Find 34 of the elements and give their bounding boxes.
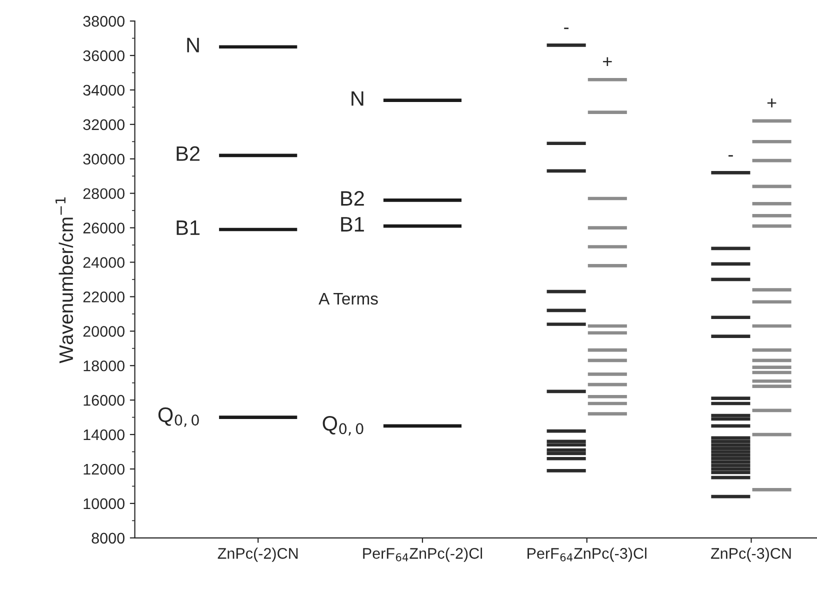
y-tick-label: 34000 — [83, 84, 124, 96]
x-tick-label: PerF$_{64}$ZnPc(-2)Cl — [363, 548, 482, 562]
y-tick-label: 18000 — [84, 360, 124, 372]
x-tick-label: ZnPc(-2)CN — [218, 548, 298, 562]
y-tick-label: 32000 — [83, 119, 124, 130]
x-tick-label: PerF$_{64}$ZnPc(-3)Cl — [528, 548, 646, 562]
annotation: - — [728, 155, 733, 157]
y-tick-label: 8000 — [92, 532, 124, 544]
annotation: B1 — [341, 217, 364, 232]
y-tick-label: 14000 — [84, 429, 124, 440]
annotation: A Terms — [318, 292, 378, 305]
annotation: N — [352, 91, 364, 106]
y-tick-label: 16000 — [84, 394, 124, 406]
annotation: B2 — [341, 191, 364, 206]
y-tick-label: 28000 — [83, 188, 124, 200]
y-tick-label: 12000 — [84, 464, 124, 475]
annotation: - — [564, 28, 569, 30]
x-tick-label: ZnPc(-3)CN — [710, 548, 791, 562]
annotation: + — [767, 98, 776, 108]
annotation: + — [603, 57, 612, 66]
y-tick-label: 26000 — [83, 222, 124, 234]
y-tick-label: 36000 — [83, 50, 124, 62]
annotation: B2 — [176, 146, 200, 161]
y-tick-label: 38000 — [83, 16, 124, 27]
annotation: N — [187, 38, 199, 52]
annotation: B1 — [176, 220, 200, 235]
annotation: Q$_{0,0}$ — [322, 416, 364, 436]
y-tick-label: 20000 — [83, 326, 124, 337]
annotation: Q$_{0,0}$ — [158, 407, 199, 428]
y-axis-title: Wavenumber/cm$^{−1}$ — [56, 197, 74, 364]
y-tick-label: 22000 — [83, 292, 124, 302]
y-tick-label: 30000 — [83, 154, 124, 165]
y-tick-label: 24000 — [83, 257, 124, 268]
y-tick-label: 10000 — [84, 498, 124, 510]
